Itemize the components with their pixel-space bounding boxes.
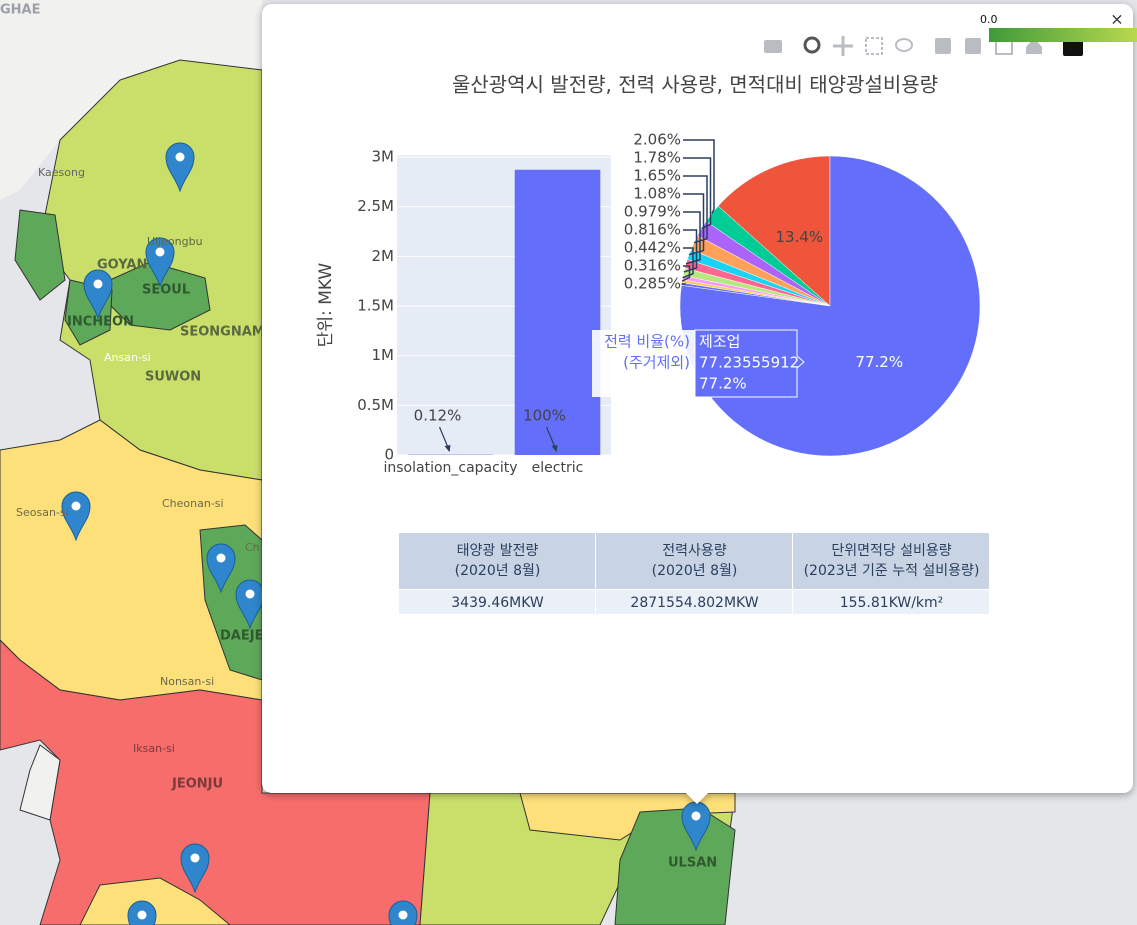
slice-label: 77.2% [855, 353, 903, 371]
map-label: Uijeongbu [147, 235, 203, 248]
table-header-cell [793, 533, 989, 589]
annotation-arrowhead [444, 445, 451, 452]
slice-label: 0.979% [624, 203, 681, 221]
colorbar-gradient [989, 28, 1137, 42]
annotation-arrowhead [551, 445, 558, 452]
x-tick-label: insolation_capacity [383, 460, 517, 476]
map-label: INCHEON [67, 315, 134, 330]
map-label: DAEJE [220, 629, 263, 644]
zoom-out-icon[interactable] [965, 38, 981, 54]
table-header-cell [399, 533, 595, 589]
y-tick-label: 2M [372, 247, 395, 265]
table-header-text: 단위면적당 설비용량 [831, 543, 951, 559]
table-cell-text: 155.81KW/km² [840, 595, 944, 611]
home-icon[interactable] [1026, 38, 1042, 54]
bar [514, 169, 601, 455]
y-tick-label: 2.5M [357, 197, 394, 215]
map-label: Nonsan-si [160, 675, 214, 688]
hover-name-box [592, 330, 695, 397]
slice-label: 2.06% [633, 131, 681, 149]
hover-text: 제조업 [699, 333, 740, 351]
slice-label: 1.08% [633, 185, 681, 203]
hover-name: 전력 비율(%) [604, 333, 690, 351]
y-tick-label: 3M [372, 147, 395, 165]
map-label: Ansan-si [104, 351, 151, 364]
annotation: 100% [523, 407, 566, 425]
map-label: Iksan-si [133, 742, 175, 755]
chart-title: 울산광역시 발전량, 전력 사용량, 면적대비 태양광설비용량 [452, 73, 938, 97]
colorbar: 0.0 × [980, 10, 1137, 42]
hover-text: 77.23555912 [699, 354, 799, 372]
slice-label: 1.78% [633, 149, 681, 167]
charts: 0 0.5M 1M 1.5M 2M 2.5M 3M 단위: MKW insolation_cap… [316, 131, 981, 476]
map-label: GHAE [0, 3, 41, 18]
pan-icon[interactable] [833, 36, 853, 56]
select-icon[interactable] [865, 37, 883, 55]
y-tick-label: 1.5M [357, 296, 394, 314]
close-button[interactable]: × [1110, 10, 1123, 29]
region [14, 209, 66, 301]
zoom-icon[interactable] [803, 36, 821, 54]
table-cell [399, 590, 595, 614]
slice-label: 0.316% [624, 257, 681, 275]
land [0, 0, 262, 200]
table-cell-text: 2871554.802MKW [630, 595, 758, 611]
table-header-cell [596, 533, 792, 589]
hover-text: 77.2% [699, 375, 747, 393]
y-tick-label: 0 [384, 446, 394, 464]
table-header-text: (2020년 8월) [455, 563, 541, 579]
table-header-text: (2020년 8월) [652, 563, 738, 579]
leader-line [682, 247, 694, 279]
slice-label: 13.4% [776, 228, 824, 246]
map-marker[interactable] [127, 900, 157, 925]
leader-line [681, 265, 691, 282]
map-label: SEONGNAM [180, 325, 265, 340]
slice-label: 0.816% [624, 221, 681, 239]
map-label: Kaesong [38, 166, 85, 179]
table-cell-text: 3439.46MKW [451, 595, 544, 611]
map-label: ULSAN [668, 856, 717, 871]
annotation: 0.12% [414, 407, 462, 425]
lasso-icon[interactable] [895, 38, 913, 52]
table-header-text: (2023년 기준 누적 설비용량) [804, 563, 980, 579]
map-label: SUWON [145, 370, 201, 385]
land [19, 744, 61, 821]
table-header-text: 태양광 발전량 [457, 543, 539, 559]
y-tick-label: 1M [372, 346, 395, 364]
map-label: Seosan-si [16, 506, 69, 519]
colorbar-label: 0.0 [980, 13, 998, 26]
leader-line [683, 139, 715, 214]
slice-label: 0.285% [624, 275, 681, 293]
table-header-text: 전력사용량 [662, 543, 727, 559]
zoom-in-icon[interactable] [935, 38, 951, 54]
table-cell [596, 590, 792, 614]
x-tick-label: electric [532, 460, 584, 476]
map-label: Ch [245, 541, 260, 554]
slice-label: 1.65% [633, 167, 681, 185]
y-axis-title: 단위: MKW [316, 263, 336, 348]
map-label: GOYAN [97, 258, 147, 273]
map-label: SEOUL [142, 283, 190, 298]
pie-slice [717, 155, 831, 307]
hover-name: (주거제외) [623, 354, 690, 372]
hover-box [694, 329, 805, 398]
leader-line [683, 157, 712, 230]
region [79, 877, 231, 925]
slice-label: 0.442% [624, 239, 681, 257]
table: 태양광 발전량 (2020년 8월) 전력사용량 (2020년 8월) 단위면적당 설비… [399, 533, 989, 614]
camera-icon[interactable] [764, 40, 782, 53]
map-marker[interactable] [388, 900, 418, 925]
y-tick-label: 0.5M [357, 396, 394, 414]
table-cell [793, 590, 989, 614]
map-label: Cheonan-si [162, 497, 224, 510]
map-label: JEONJU [171, 777, 223, 792]
